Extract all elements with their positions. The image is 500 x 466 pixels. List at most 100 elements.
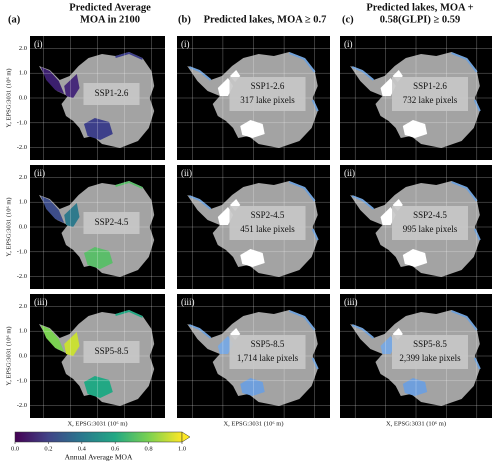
colorbar-tick-label: 1.0 xyxy=(178,445,186,452)
lake-patch xyxy=(230,328,241,340)
lake-patch xyxy=(380,336,396,354)
moa-patch xyxy=(64,74,80,98)
moa-edge xyxy=(115,309,143,318)
y-tick-label: 1.0 xyxy=(19,328,27,335)
lake-edge xyxy=(188,181,319,241)
y-tick-label: -2.0 xyxy=(17,273,27,280)
column-title: Predicted lakes, MOA + xyxy=(366,2,473,13)
scenario-label: SSP2-4.5 xyxy=(413,210,447,220)
y-tick-label: 2.0 xyxy=(19,303,27,310)
moa-patch xyxy=(64,332,80,356)
map xyxy=(187,310,319,406)
lake-patch xyxy=(402,378,428,396)
lake-edge xyxy=(351,181,481,241)
y-tick-label: 1.0 xyxy=(19,199,27,206)
panel-letter: (b) xyxy=(178,14,191,25)
colorbar xyxy=(14,431,183,443)
lake-patch xyxy=(217,78,234,96)
scenario-label: SSP5-8.5 xyxy=(95,346,129,356)
lake-patch xyxy=(230,199,241,211)
colorbar-tick-label: 0.0 xyxy=(11,445,19,452)
label-box xyxy=(392,206,468,240)
row-label: (ii) xyxy=(34,168,45,178)
x-axis-label: X, EPSG:3031 (10⁶ m) xyxy=(67,420,127,427)
scenario-label: SSP1-2.6 xyxy=(251,81,285,91)
scenario-label: SSP2-4.5 xyxy=(251,210,285,220)
column-title: Predicted lakes, MOA ≥ 0.7 xyxy=(204,14,327,25)
lake-patch xyxy=(240,120,265,138)
scenario-label: SSP1-2.6 xyxy=(95,88,129,98)
colorbar-tick-label: 0.4 xyxy=(78,445,87,452)
moa-patch xyxy=(84,118,113,140)
moa-edge xyxy=(115,51,143,60)
lake-patch xyxy=(217,207,234,225)
x-axis-label: X, EPSG:3031 (10⁶ m) xyxy=(386,420,446,427)
label-box xyxy=(229,77,306,111)
y-tick-label: 0.0 xyxy=(19,352,27,359)
scenario-label: SSP5-8.5 xyxy=(413,339,447,349)
label-box xyxy=(392,77,468,111)
label-box xyxy=(229,335,306,369)
lake-count: 317 lake pixels xyxy=(240,95,295,105)
y-tick-label: 1.0 xyxy=(19,70,27,77)
row-label: (iii) xyxy=(344,297,358,307)
colorbar-tick-label: 0.8 xyxy=(145,445,153,452)
lake-patch xyxy=(380,78,396,96)
lake-count: 995 lake pixels xyxy=(403,224,458,234)
y-axis-label: Y, EPSG:3031 (10⁶ m) xyxy=(5,197,12,256)
y-tick-label: -2.0 xyxy=(17,144,27,151)
lake-patch xyxy=(402,249,428,267)
map xyxy=(39,180,155,277)
y-axis-label: Y, EPSG:3031 (10⁶ m) xyxy=(5,326,12,385)
label-box xyxy=(83,341,140,363)
lake-patch xyxy=(240,249,265,267)
colorbar-tick-label: 0.6 xyxy=(111,445,120,452)
moa-patch xyxy=(40,67,65,94)
panel-letter: (a) xyxy=(8,14,21,25)
y-tick-label: 2.0 xyxy=(19,174,27,181)
lake-count: 732 lake pixels xyxy=(403,95,458,105)
map xyxy=(187,181,319,277)
moa-patch xyxy=(64,203,80,227)
column-title: 0.58(GLPI) ≥ 0.59 xyxy=(380,14,460,25)
label-box xyxy=(83,212,140,234)
panel-letter: (c) xyxy=(342,14,354,25)
row-label: (i) xyxy=(181,39,190,49)
scenario-label: SSP2-4.5 xyxy=(95,217,129,227)
y-tick-label: -1.0 xyxy=(17,377,27,384)
lake-patch xyxy=(217,336,234,354)
lake-count: 1,714 lake pixels xyxy=(237,353,299,363)
scenario-label: SSP5-8.5 xyxy=(251,339,285,349)
y-tick-label: 0.0 xyxy=(19,94,27,101)
label-box xyxy=(83,83,140,105)
map xyxy=(350,181,481,277)
map xyxy=(39,309,155,406)
row-label: (ii) xyxy=(181,168,192,178)
row-label: (iii) xyxy=(181,297,195,307)
x-axis-label: X, EPSG:3031 (10⁶ m) xyxy=(223,420,283,427)
scenario-label: SSP1-2.6 xyxy=(413,81,447,91)
map xyxy=(350,310,481,406)
map xyxy=(187,52,319,148)
y-tick-label: 2.0 xyxy=(19,45,27,52)
y-tick-label: -2.0 xyxy=(17,402,27,409)
row-label: (iii) xyxy=(34,297,48,307)
label-box xyxy=(229,206,306,240)
lake-edge xyxy=(188,52,319,112)
lake-patch xyxy=(402,120,428,138)
lake-patch xyxy=(380,207,396,225)
moa-patch xyxy=(84,247,113,269)
column-title: MOA in 2100 xyxy=(80,14,140,25)
lake-edge xyxy=(351,52,481,112)
y-tick-label: -1.0 xyxy=(17,119,27,126)
moa-patch xyxy=(40,196,65,223)
map xyxy=(39,51,155,148)
lake-patch xyxy=(240,378,265,396)
lake-count: 2,399 lake pixels xyxy=(399,353,461,363)
y-axis-label: Y, EPSG:3031 (10⁶ m) xyxy=(5,68,12,127)
colorbar-tick-label: 0.2 xyxy=(44,445,52,452)
label-box xyxy=(392,335,468,369)
lake-edge xyxy=(188,310,319,370)
colorbar-extend xyxy=(181,431,191,443)
